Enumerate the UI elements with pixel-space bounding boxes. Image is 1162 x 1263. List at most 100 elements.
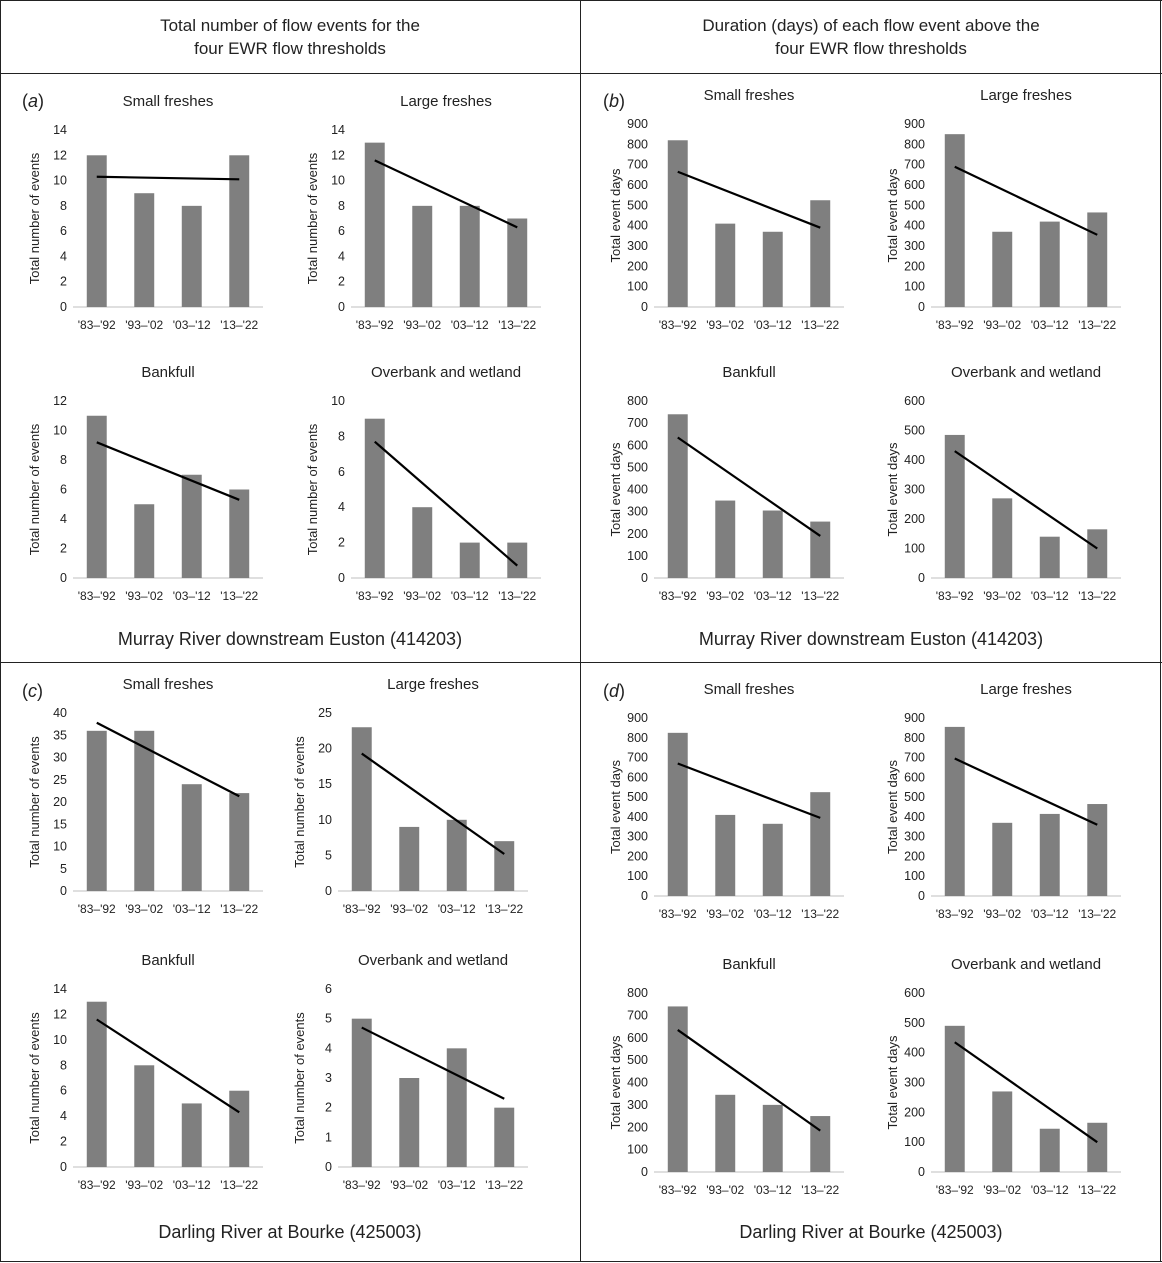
x-tick-label: '03–'12 — [438, 902, 476, 916]
y-tick-label: 800 — [904, 137, 925, 151]
y-tick-label: 800 — [904, 731, 925, 745]
y-tick-label: 900 — [627, 711, 648, 725]
x-tick-label: '83–'92 — [936, 589, 974, 603]
y-axis-label: Total event days — [608, 1035, 623, 1129]
y-tick-label: 2 — [60, 275, 67, 289]
y-tick-label: 0 — [641, 1165, 648, 1179]
bar-2 — [1039, 813, 1060, 896]
x-tick-label: '03–'12 — [438, 1178, 476, 1192]
x-tick-label: '93–'02 — [706, 1183, 744, 1197]
frame-header-divider — [0, 73, 1162, 74]
chart-title: Overbank and wetland — [358, 952, 508, 969]
y-tick-label: 0 — [60, 571, 67, 585]
chart-title: Bankfull — [722, 956, 775, 973]
y-tick-label: 300 — [904, 1076, 925, 1090]
bar-2 — [1039, 1128, 1060, 1172]
bar-3 — [810, 521, 831, 578]
chart-a4: Overbank and wetland Total number of even… — [305, 364, 541, 603]
x-tick-label: '03–'12 — [754, 907, 792, 921]
y-tick-label: 100 — [904, 542, 925, 556]
y-tick-label: 4 — [60, 249, 67, 263]
bar-2 — [446, 1048, 467, 1167]
x-tick-label: '13–'22 — [801, 589, 839, 603]
bar-3 — [810, 792, 831, 896]
chart-title: Bankfull — [141, 364, 194, 381]
chart-title: Small freshes — [704, 87, 795, 104]
y-tick-label: 4 — [338, 500, 345, 514]
bar-1 — [992, 822, 1013, 896]
y-tick-label: 10 — [53, 1033, 67, 1047]
y-tick-label: 800 — [627, 137, 648, 151]
bar-2 — [1039, 221, 1060, 307]
y-axis-label: Total event days — [608, 168, 623, 262]
x-tick-label: '13–'22 — [1078, 318, 1116, 332]
x-tick-label: '13–'22 — [498, 589, 536, 603]
bar-2 — [181, 784, 202, 891]
chart-c2: Large freshes Total number of events 0 5 10 1… — [292, 676, 528, 916]
trend-line — [954, 757, 1098, 826]
y-tick-label: 4 — [60, 512, 67, 526]
bar-0 — [667, 140, 688, 307]
y-tick-label: 2 — [60, 1135, 67, 1149]
panel-tag-a: (a) — [22, 91, 45, 111]
trend-line — [96, 441, 240, 501]
chart-title: Small freshes — [123, 676, 214, 693]
header-right-line1: Duration (days) of each flow event above… — [702, 15, 1040, 35]
trend-line — [954, 165, 1098, 236]
y-tick-label: 2 — [60, 542, 67, 556]
x-tick-label: '13–'22 — [220, 589, 258, 603]
y-tick-label: 0 — [918, 889, 925, 903]
bar-3 — [229, 793, 250, 891]
chart-title: Small freshes — [704, 681, 795, 698]
bar-0 — [667, 732, 688, 896]
frame-top — [0, 0, 1162, 1]
bar-3 — [507, 542, 528, 578]
y-axis-label: Total number of events — [27, 152, 42, 284]
y-tick-label: 500 — [904, 1016, 925, 1030]
y-tick-label: 700 — [904, 751, 925, 765]
y-tick-label: 3 — [325, 1071, 332, 1085]
x-tick-label: '93–'02 — [403, 589, 441, 603]
y-tick-label: 600 — [904, 178, 925, 192]
chart-title: Bankfull — [141, 952, 194, 969]
bar-1 — [715, 814, 736, 896]
y-tick-label: 200 — [627, 849, 648, 863]
x-tick-label: '13–'22 — [220, 1178, 258, 1192]
y-tick-label: 2 — [325, 1101, 332, 1115]
bar-3 — [1087, 1122, 1108, 1172]
x-tick-label: '93–'02 — [983, 907, 1021, 921]
y-tick-label: 6 — [338, 465, 345, 479]
frame-bottom — [0, 1261, 1162, 1262]
bar-2 — [762, 510, 783, 578]
header-left-line2: four EWR flow thresholds — [194, 38, 386, 58]
y-tick-label: 300 — [904, 239, 925, 253]
x-tick-label: '13–'22 — [801, 318, 839, 332]
y-tick-label: 10 — [331, 394, 345, 408]
bar-1 — [992, 498, 1013, 578]
header-right-line2: four EWR flow thresholds — [775, 38, 967, 58]
trend-line — [361, 752, 505, 855]
bar-1 — [715, 223, 736, 307]
chart-title: Small freshes — [123, 93, 214, 110]
x-tick-label: '83–'92 — [356, 589, 394, 603]
trend-line — [677, 436, 821, 537]
y-tick-label: 40 — [53, 706, 67, 720]
bar-1 — [412, 205, 433, 307]
x-tick-label: '03–'12 — [451, 318, 489, 332]
y-tick-label: 0 — [641, 889, 648, 903]
x-tick-label: '13–'22 — [1078, 589, 1116, 603]
bar-2 — [762, 823, 783, 896]
y-tick-label: 600 — [627, 770, 648, 784]
y-tick-label: 10 — [318, 813, 332, 827]
y-tick-label: 5 — [60, 862, 67, 876]
y-tick-label: 2 — [338, 536, 345, 550]
trend-line — [96, 175, 240, 181]
y-tick-label: 5 — [325, 1012, 332, 1026]
y-tick-label: 12 — [53, 148, 67, 162]
y-tick-label: 10 — [53, 424, 67, 438]
y-tick-label: 8 — [60, 453, 67, 467]
y-tick-label: 20 — [318, 742, 332, 756]
y-tick-label: 800 — [627, 986, 648, 1000]
y-tick-label: 500 — [627, 1053, 648, 1067]
y-tick-label: 0 — [60, 300, 67, 314]
